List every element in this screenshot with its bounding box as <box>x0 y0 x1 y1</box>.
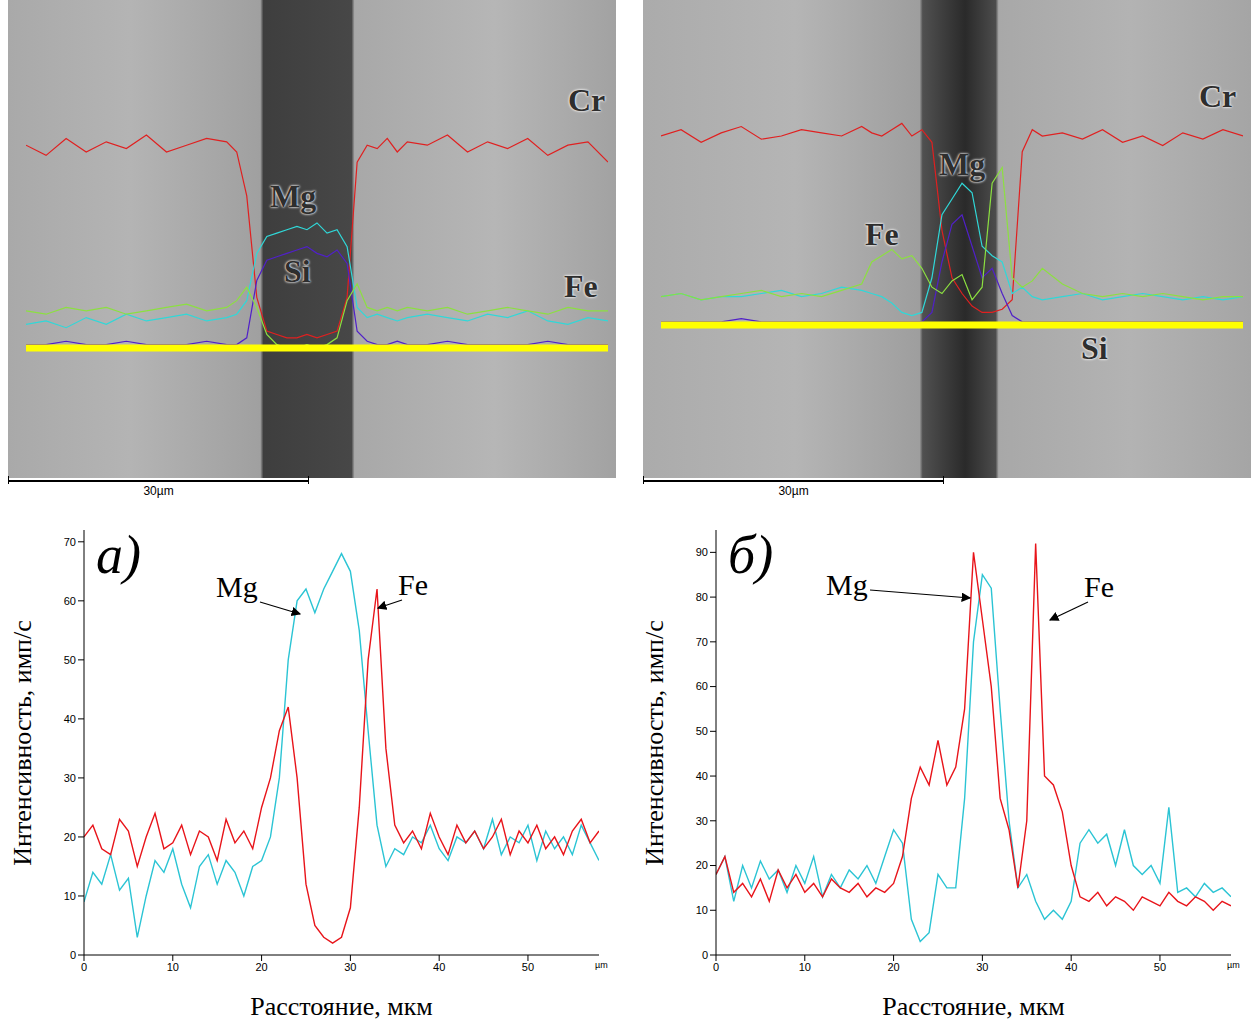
html-text:Mg: Mg <box>270 178 317 214</box>
svg-text:20: 20 <box>696 859 708 871</box>
svg-text:20: 20 <box>64 831 76 843</box>
html-text:30µm: 30µm <box>143 484 174 498</box>
html-text:Fe: Fe <box>564 268 598 304</box>
html-text:Si: Si <box>1081 330 1108 366</box>
svg-text:30: 30 <box>696 815 708 827</box>
svg-text:Расстояние, мкм: Расстояние, мкм <box>882 992 1064 1020</box>
html-text:Mg: Mg <box>826 568 868 601</box>
svg-text:20: 20 <box>255 961 267 973</box>
svg-text:40: 40 <box>696 770 708 782</box>
svg-text:30: 30 <box>64 772 76 784</box>
svg-text:60: 60 <box>64 595 76 607</box>
svg-text:Расстояние, мкм: Расстояние, мкм <box>250 992 432 1020</box>
html-text:Fe: Fe <box>398 568 428 601</box>
svg-text:70: 70 <box>64 536 76 548</box>
svg-text:10: 10 <box>64 890 76 902</box>
html-text:б): б) <box>728 525 774 585</box>
svg-text:10: 10 <box>799 961 811 973</box>
svg-text:50: 50 <box>64 654 76 666</box>
svg-text:0: 0 <box>713 961 719 973</box>
svg-text:0: 0 <box>702 949 708 961</box>
svg-text:60: 60 <box>696 680 708 692</box>
html-text:µm: µm <box>1227 960 1240 970</box>
html-text:Mg: Mg <box>939 146 986 182</box>
svg-text:30: 30 <box>344 961 356 973</box>
svg-text:50: 50 <box>522 961 534 973</box>
svg-text:20: 20 <box>887 961 899 973</box>
svg-text:50: 50 <box>1154 961 1166 973</box>
html-text:Si: Si <box>284 253 311 289</box>
html-text:Fe: Fe <box>1084 570 1114 603</box>
svg-text:80: 80 <box>696 591 708 603</box>
svg-text:90: 90 <box>696 546 708 558</box>
svg-text:0: 0 <box>70 949 76 961</box>
html-text:а): а) <box>96 525 141 585</box>
html-text:Mg: Mg <box>216 570 258 603</box>
html-text:µm: µm <box>595 960 608 970</box>
svg-text:0: 0 <box>81 961 87 973</box>
html-text:30µm: 30µm <box>778 484 809 498</box>
svg-text:70: 70 <box>696 636 708 648</box>
html-text:Cr: Cr <box>1199 78 1237 114</box>
svg-text:30: 30 <box>976 961 988 973</box>
html-text:Интенсивность, имп/с: Интенсивность, имп/с <box>8 619 37 866</box>
svg-text:10: 10 <box>167 961 179 973</box>
html-text:Fe: Fe <box>865 216 899 252</box>
html-text:Cr: Cr <box>568 82 606 118</box>
html-text:Интенсивность, имп/с: Интенсивность, имп/с <box>640 619 669 866</box>
svg-text:50: 50 <box>696 725 708 737</box>
svg-text:40: 40 <box>64 713 76 725</box>
svg-text:40: 40 <box>1065 961 1077 973</box>
svg-text:10: 10 <box>696 904 708 916</box>
svg-text:40: 40 <box>433 961 445 973</box>
